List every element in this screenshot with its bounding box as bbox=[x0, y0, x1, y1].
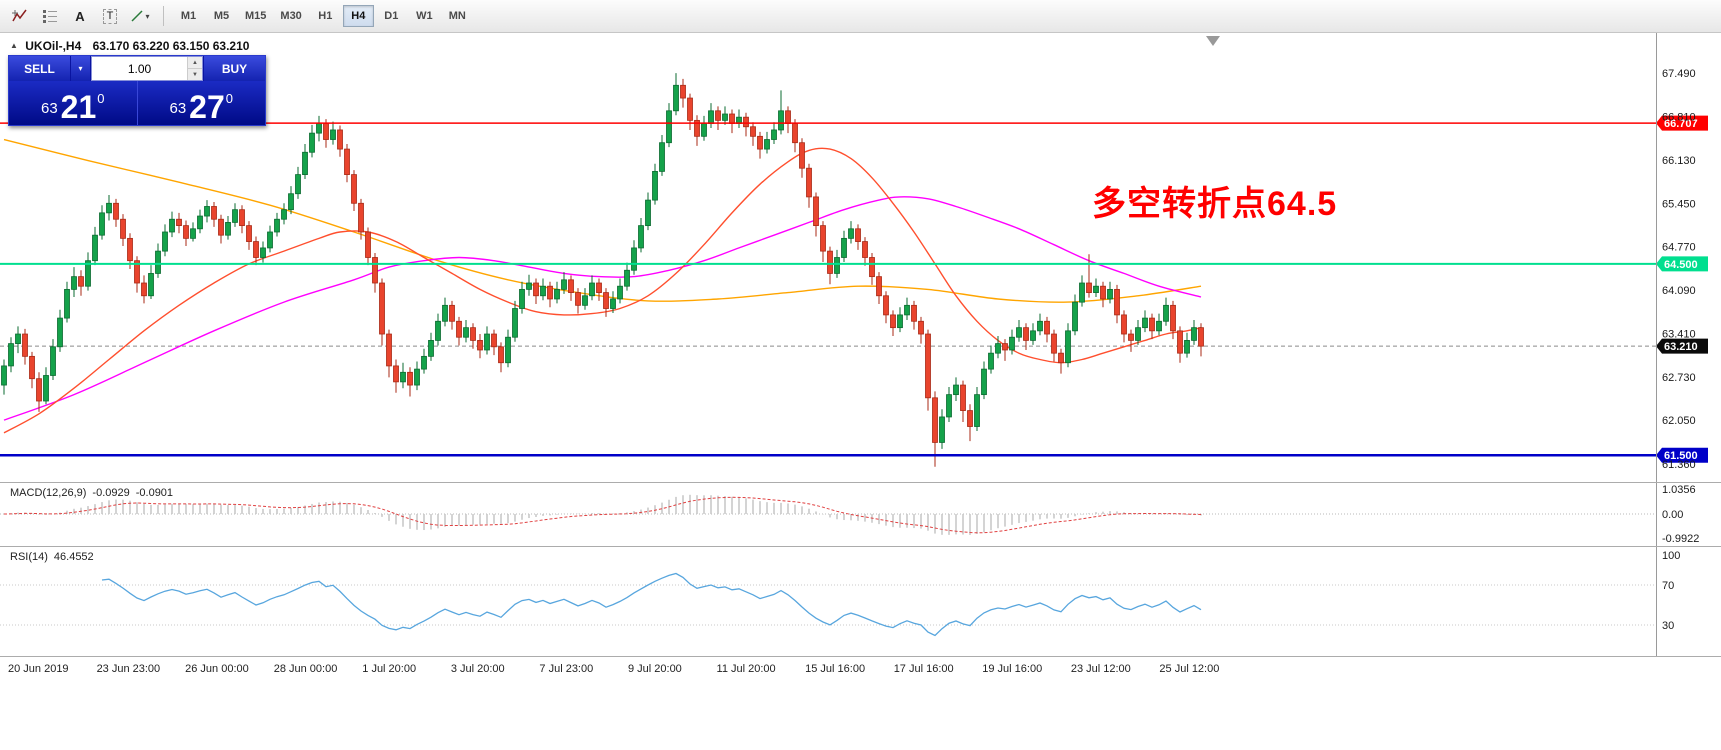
panel-separator[interactable] bbox=[0, 482, 1721, 483]
chart-ohlc-values: 63.170 63.220 63.150 63.210 bbox=[92, 39, 250, 53]
chart-annotation-text: 多空转折点64.5 bbox=[1092, 185, 1338, 223]
objects-list-icon bbox=[43, 10, 57, 23]
rsi-indicator-name: RSI(14) bbox=[10, 551, 48, 563]
timeframe-d1-button[interactable]: D1 bbox=[376, 5, 407, 27]
trade-panel-top-row: SELL ▾ ▲ ▼ BUY bbox=[9, 56, 265, 81]
svg-text:61.360: 61.360 bbox=[1662, 459, 1696, 471]
time-axis-label: 23 Jul 12:00 bbox=[1070, 663, 1131, 675]
panel-separator[interactable] bbox=[0, 546, 1721, 547]
svg-text:30: 30 bbox=[1662, 620, 1674, 632]
sell-price-big: 21 bbox=[60, 89, 97, 125]
trendline-icon bbox=[131, 10, 144, 22]
text-label-icon: T bbox=[102, 8, 118, 24]
text-tool-icon: A bbox=[75, 8, 85, 24]
svg-text:66.707: 66.707 bbox=[1664, 118, 1698, 130]
timeframe-w1-button[interactable]: W1 bbox=[409, 5, 440, 27]
volume-dropdown-button[interactable]: ▾ bbox=[71, 56, 91, 81]
buy-price-sup: 0 bbox=[225, 91, 233, 106]
svg-text:64.090: 64.090 bbox=[1662, 285, 1696, 297]
svg-text:65.450: 65.450 bbox=[1662, 198, 1696, 210]
svg-text:62.050: 62.050 bbox=[1662, 415, 1696, 427]
timeframe-h4-button[interactable]: H4 bbox=[342, 5, 374, 27]
macd-value-2: -0.0901 bbox=[135, 487, 174, 499]
panel-separator bbox=[0, 656, 1721, 657]
svg-text:1.0356: 1.0356 bbox=[1662, 484, 1696, 496]
sell-price-prefix: 63 bbox=[40, 100, 58, 117]
svg-text:0.00: 0.00 bbox=[1662, 509, 1683, 521]
collapse-arrow-icon: ▲ bbox=[10, 41, 18, 50]
svg-text:63.410: 63.410 bbox=[1662, 328, 1696, 340]
trade-panel-divider bbox=[136, 81, 138, 125]
macd-label: MACD(12,26,9) -0.0929 -0.0901 bbox=[10, 487, 173, 499]
macd-indicator-name: MACD(12,26,9) bbox=[10, 487, 87, 499]
time-axis-label: 15 Jul 16:00 bbox=[805, 663, 866, 675]
trade-panel-price-row: 63 21 0 63 27 0 bbox=[9, 81, 265, 125]
time-axis[interactable]: 20 Jun 2019 23 Jun 23:00 26 Jun 00:00 28 Ju… bbox=[0, 657, 1721, 684]
objects-list-button[interactable] bbox=[36, 4, 64, 28]
svg-text:61.500: 61.500 bbox=[1664, 450, 1698, 462]
drawing-tools-dropdown[interactable]: ▾ bbox=[126, 4, 154, 28]
toolbar-separator bbox=[163, 6, 164, 26]
rsi-value: 46.4552 bbox=[53, 551, 94, 563]
time-axis-label: 17 Jul 16:00 bbox=[893, 663, 954, 675]
one-click-trading-panel: SELL ▾ ▲ ▼ BUY 63 21 0 63 27 0 bbox=[8, 55, 266, 126]
chevron-down-icon: ▾ bbox=[78, 64, 83, 73]
time-axis-label: 1 Jul 20:00 bbox=[362, 663, 417, 675]
timeframe-m30-button[interactable]: M30 bbox=[274, 5, 307, 27]
svg-text:64.500: 64.500 bbox=[1664, 259, 1698, 271]
time-axis-label: 19 Jul 16:00 bbox=[982, 663, 1043, 675]
svg-text:70: 70 bbox=[1662, 580, 1674, 592]
time-axis-label: 11 Jul 20:00 bbox=[716, 663, 776, 675]
sell-price-sup: 0 bbox=[97, 91, 105, 106]
timeframe-m1-button[interactable]: M1 bbox=[173, 5, 204, 27]
time-axis-label: 23 Jun 23:00 bbox=[96, 663, 161, 675]
time-axis-label: 25 Jul 12:00 bbox=[1159, 663, 1220, 675]
time-axis-label: 28 Jun 00:00 bbox=[273, 663, 338, 675]
buy-button[interactable]: BUY bbox=[203, 56, 265, 81]
svg-text:67.490: 67.490 bbox=[1662, 68, 1696, 80]
text-tool-button[interactable]: A bbox=[66, 4, 94, 28]
macd-value-1: -0.0929 bbox=[92, 487, 130, 499]
text-label-tool-button[interactable]: T bbox=[96, 4, 124, 28]
timeframe-mn-button[interactable]: MN bbox=[442, 5, 473, 27]
toolbar: A T ▾ M1 M5 M15 M30 H1 H4 D1 W1 MN bbox=[0, 0, 1721, 33]
svg-text:-0.9922: -0.9922 bbox=[1662, 533, 1699, 545]
volume-input[interactable] bbox=[92, 57, 187, 80]
rsi-panel-canvas[interactable]: 100 70 30 bbox=[0, 547, 1721, 656]
buy-price-big: 27 bbox=[189, 89, 225, 125]
svg-text:64.770: 64.770 bbox=[1662, 242, 1696, 254]
chevron-down-icon: ▾ bbox=[145, 11, 150, 21]
timeframe-h1-button[interactable]: H1 bbox=[310, 5, 341, 27]
volume-field: ▲ ▼ bbox=[91, 56, 203, 81]
svg-text:63.210: 63.210 bbox=[1664, 341, 1698, 353]
indicators-tool-button[interactable] bbox=[6, 4, 34, 28]
time-axis-label: 20 Jun 2019 bbox=[8, 663, 69, 675]
timeframe-m15-button[interactable]: M15 bbox=[239, 5, 272, 27]
time-axis-label: 9 Jul 20:00 bbox=[627, 663, 682, 675]
buy-price-prefix: 63 bbox=[169, 100, 187, 117]
time-axis-label: 26 Jun 00:00 bbox=[185, 663, 249, 675]
chart-title: ▲ UKOil-,H4 63.170 63.220 63.150 63.210 bbox=[10, 39, 249, 53]
indicators-icon bbox=[12, 9, 27, 22]
volume-decrease-button[interactable]: ▼ bbox=[188, 69, 202, 80]
macd-panel-canvas[interactable]: 1.0356 0.00 -0.9922 bbox=[0, 483, 1721, 546]
buy-price-display[interactable]: 63 27 0 bbox=[138, 81, 266, 125]
sell-button[interactable]: SELL bbox=[9, 56, 71, 81]
timeframe-m5-button[interactable]: M5 bbox=[206, 5, 237, 27]
svg-text:66.810: 66.810 bbox=[1662, 112, 1696, 124]
volume-spinner: ▲ ▼ bbox=[187, 57, 202, 80]
volume-increase-button[interactable]: ▲ bbox=[188, 57, 202, 69]
svg-text:62.730: 62.730 bbox=[1662, 372, 1696, 384]
rsi-label: RSI(14) 46.4552 bbox=[10, 551, 94, 563]
svg-text:66.130: 66.130 bbox=[1662, 155, 1696, 167]
sell-price-display[interactable]: 63 21 0 bbox=[9, 81, 137, 125]
time-axis-label: 3 Jul 20:00 bbox=[450, 663, 505, 675]
time-axis-label: 7 Jul 23:00 bbox=[539, 663, 594, 675]
price-chart-canvas[interactable]: 66.707 64.500 61.500 63.210 67.490 66.810 66.1… bbox=[0, 33, 1721, 482]
svg-text:100: 100 bbox=[1662, 550, 1680, 562]
chart-symbol-title: UKOil-,H4 bbox=[25, 39, 82, 53]
